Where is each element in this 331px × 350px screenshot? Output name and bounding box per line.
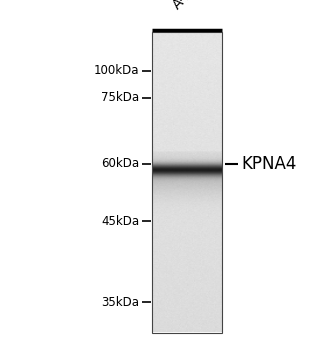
Text: 60kDa: 60kDa xyxy=(101,158,139,170)
Text: 100kDa: 100kDa xyxy=(94,64,139,77)
Text: A-549: A-549 xyxy=(170,0,209,12)
Bar xyxy=(152,32,222,332)
Text: 75kDa: 75kDa xyxy=(101,91,139,104)
Text: 35kDa: 35kDa xyxy=(101,296,139,309)
Text: 45kDa: 45kDa xyxy=(101,215,139,228)
Text: KPNA4: KPNA4 xyxy=(242,155,297,173)
